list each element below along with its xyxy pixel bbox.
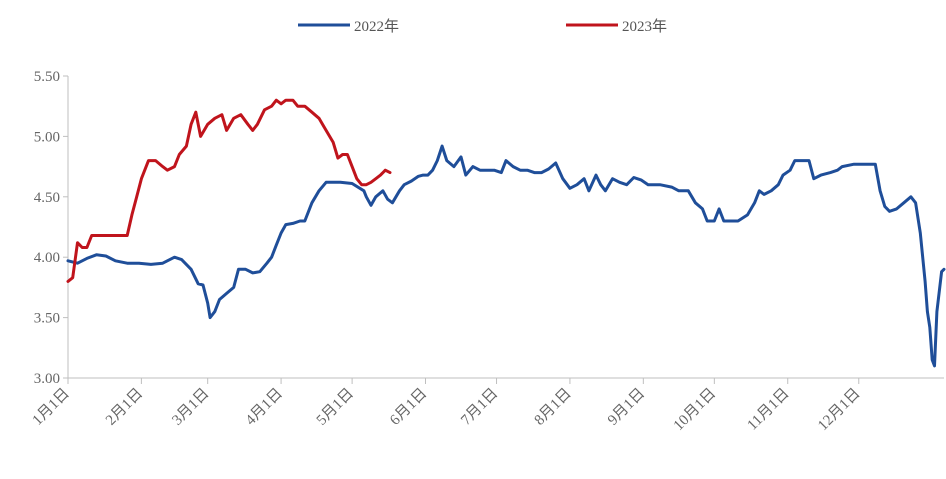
x-tick-label: 12月1日 — [815, 386, 863, 434]
series-line-2023 — [66, 98, 392, 283]
y-ticks: 3.00 3.50 4.00 4.50 5.00 5.50 — [34, 69, 68, 387]
series-group — [66, 98, 946, 368]
x-tick-label: 4月1日 — [243, 386, 286, 429]
legend-label-2023: 2023年 — [622, 18, 667, 35]
x-tick-label: 2月1日 — [103, 386, 146, 429]
x-ticks: 1月1日 2月1日 3月1日 4月1日 5月1日 6月1日 7月1日 8月1日 9月1日 10月1… — [30, 378, 864, 434]
x-tick-label: 10月1日 — [671, 386, 719, 434]
x-tick-label: 7月1日 — [458, 386, 501, 429]
y-tick-label: 5.00 — [34, 129, 60, 145]
x-tick-label: 8月1日 — [532, 386, 575, 429]
x-tick-label: 3月1日 — [169, 386, 212, 429]
x-tick-label: 9月1日 — [605, 386, 648, 429]
y-tick-label: 3.00 — [34, 371, 60, 387]
x-tick-label: 5月1日 — [314, 386, 357, 429]
series-line-2022 — [66, 144, 946, 368]
y-tick-label: 3.50 — [34, 311, 60, 327]
axes — [67, 76, 944, 379]
x-tick-label: 11月1日 — [745, 386, 793, 434]
y-tick-label: 4.50 — [34, 190, 60, 206]
x-tick-label: 6月1日 — [387, 386, 430, 429]
y-tick-label: 5.50 — [34, 69, 60, 85]
legend: 2022年 2023年 — [298, 18, 667, 35]
x-tick-label: 1月1日 — [30, 386, 73, 429]
y-tick-label: 4.00 — [34, 250, 60, 266]
legend-label-2022: 2022年 — [354, 18, 399, 35]
